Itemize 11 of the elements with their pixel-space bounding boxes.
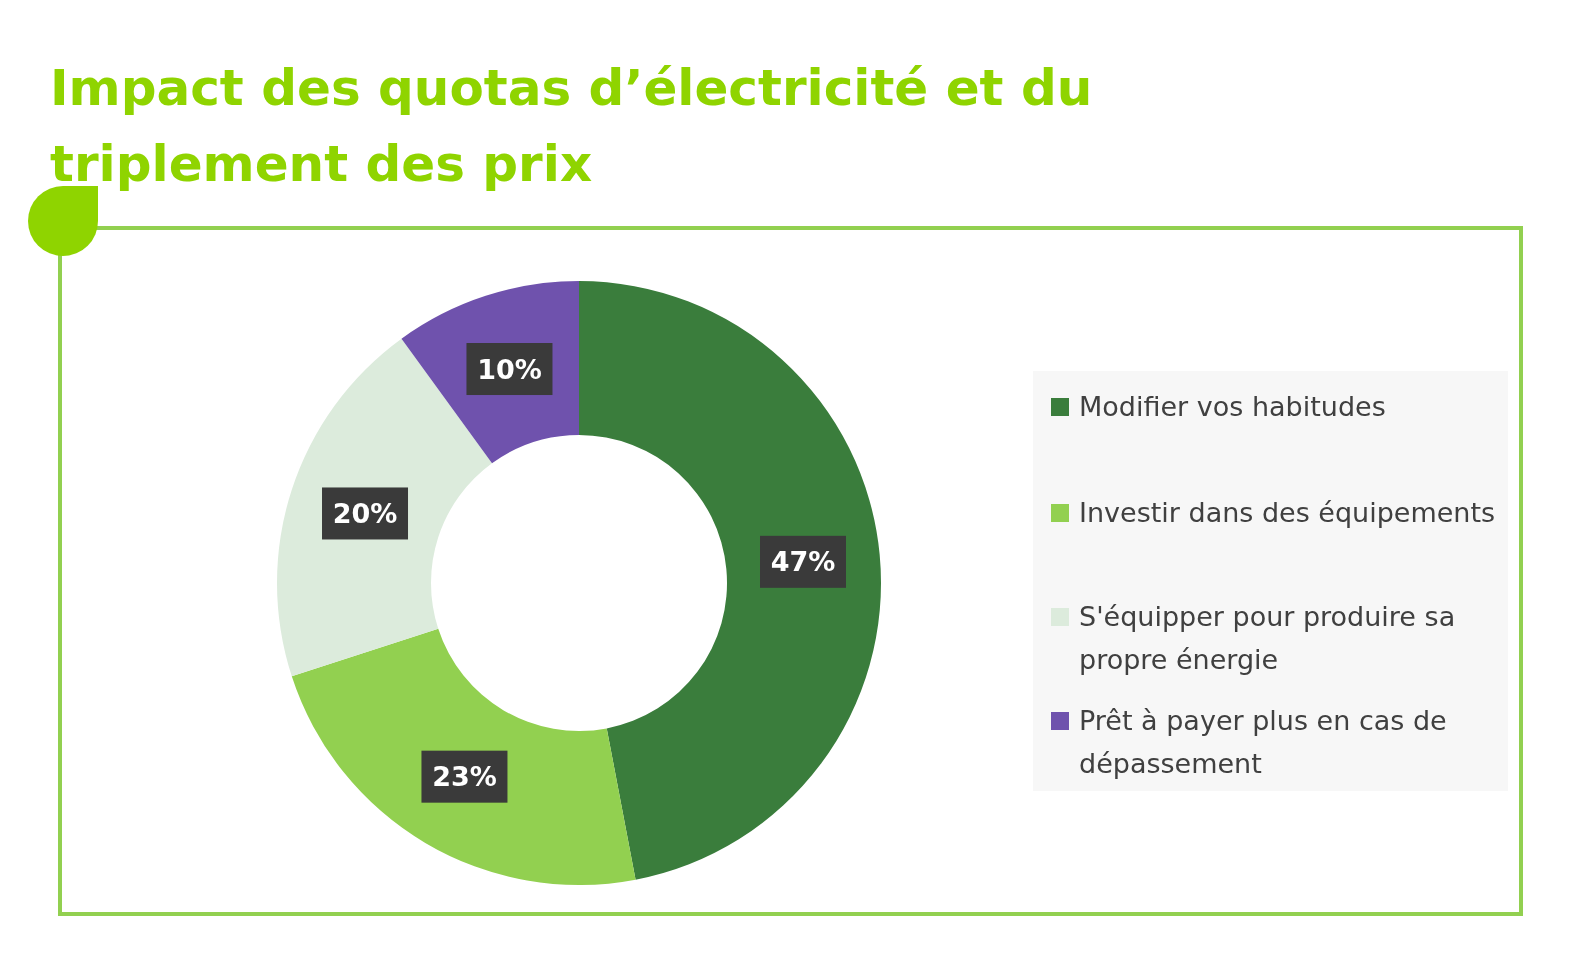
data-label: 10% [477,353,542,385]
chart-title: Impact des quotas d’électricité et du triplement des prix [50,58,1094,195]
legend-label: Prêt à payer plus en cas de dépassement [1079,704,1448,781]
legend-label: Modifier vos habitudes [1079,390,1386,424]
legend-label: Investir dans des équipements [1079,496,1496,530]
donut-slice [291,628,636,885]
data-label: 23% [432,761,497,793]
data-label: 47% [770,546,836,578]
legend-label: S'équipper pour produire sa propre énergie [1079,600,1457,677]
donut-slice [579,281,881,880]
data-label: 20% [332,497,398,529]
